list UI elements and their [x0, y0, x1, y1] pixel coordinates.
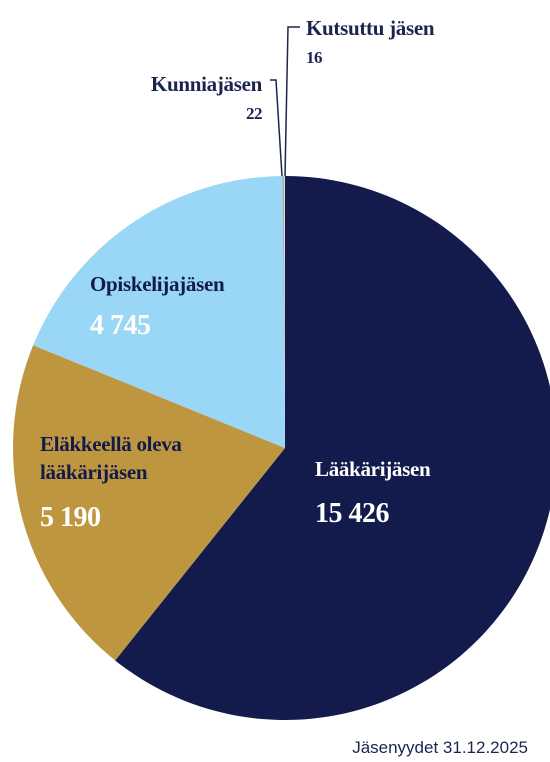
pie-slice: [283, 176, 285, 448]
slice-label: Lääkärijäsen: [315, 457, 431, 481]
pie-slice: [282, 176, 285, 448]
pie-slice: [33, 176, 285, 448]
slice-label: Kunniajäsen: [150, 72, 262, 96]
value-label: 15 426: [315, 498, 390, 529]
value-label: 22: [246, 104, 263, 123]
pie-slice: [13, 345, 285, 661]
pie-slice: [115, 176, 550, 720]
value-label: 4 745: [90, 310, 151, 341]
footnote: Jäsenyydet 31.12.2025: [352, 738, 528, 757]
value-label: 5 190: [40, 502, 101, 533]
slice-label: Kutsuttu jäsen: [306, 16, 435, 40]
leader-line: [270, 79, 283, 177]
slice-label: Opiskelijajäsen: [90, 272, 225, 296]
value-label: 16: [306, 48, 323, 67]
slice-label: Eläkkeellä oleva lääkärijäsen: [40, 432, 182, 484]
leader-line: [284, 26, 300, 177]
